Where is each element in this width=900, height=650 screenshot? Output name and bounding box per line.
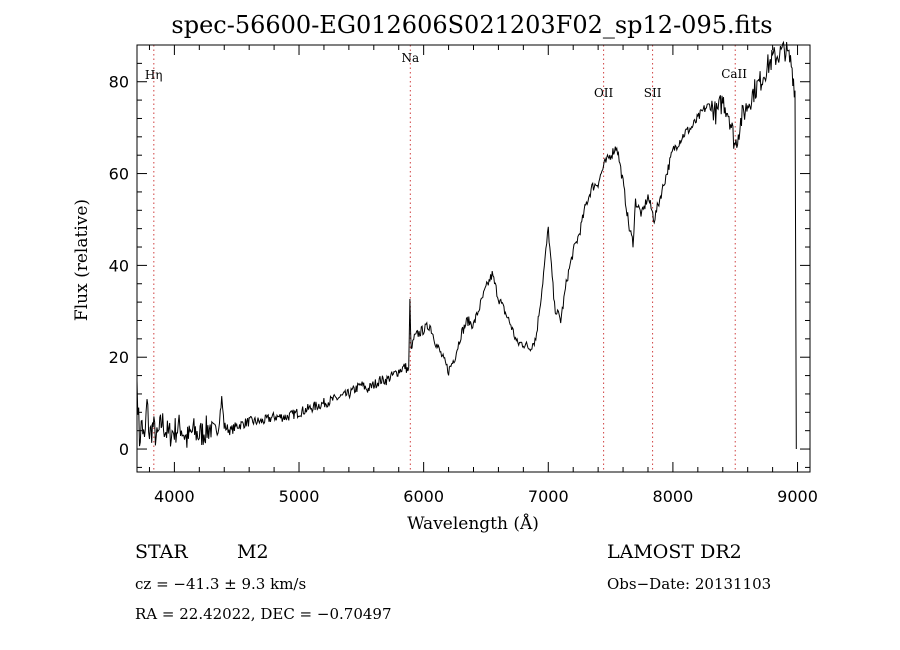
observation-date: Obs−Date: 20131103 (607, 575, 772, 593)
x-tick-label-0: 4000 (154, 487, 195, 506)
spectral-line-markers: Hη Na OII SII CaII (145, 45, 747, 472)
line-label-3: SII (644, 86, 662, 100)
y-tick-label-2: 40 (109, 256, 129, 275)
survey-name: LAMOST DR2 (607, 541, 742, 563)
line-label-4: CaII (721, 67, 747, 81)
y-tick-label-4: 80 (109, 73, 129, 92)
y-tick-label-3: 60 (109, 165, 129, 184)
axis-ticks: 4000 5000 6000 7000 8000 9000 0 20 40 60 80 (109, 44, 818, 506)
x-tick-label-4: 8000 (653, 487, 694, 506)
redshift-cz: cz = −41.3 ± 9.3 km/s (135, 575, 307, 593)
line-label-0: Hη (145, 68, 163, 82)
y-tick-label-0: 0 (119, 440, 129, 459)
object-type: STAR (135, 541, 188, 563)
line-label-1: Na (401, 51, 419, 65)
subclass: M2 (237, 541, 269, 563)
x-axis-label: Wavelength (Å) (407, 513, 539, 534)
x-tick-label-3: 7000 (528, 487, 569, 506)
y-tick-label-1: 20 (109, 348, 129, 367)
line-label-2: OII (594, 86, 614, 100)
x-tick-label-1: 5000 (279, 487, 320, 506)
coordinates: RA = 22.42022, DEC = −0.70497 (135, 605, 392, 623)
y-axis-label: Flux (relative) (72, 199, 92, 321)
spectrum-line (136, 40, 797, 450)
chart-title: spec-56600-EG012606S021203F02_sp12-095.f… (171, 11, 772, 39)
x-tick-label-5: 9000 (777, 487, 818, 506)
x-tick-label-2: 6000 (403, 487, 444, 506)
plot-frame (136, 44, 811, 473)
